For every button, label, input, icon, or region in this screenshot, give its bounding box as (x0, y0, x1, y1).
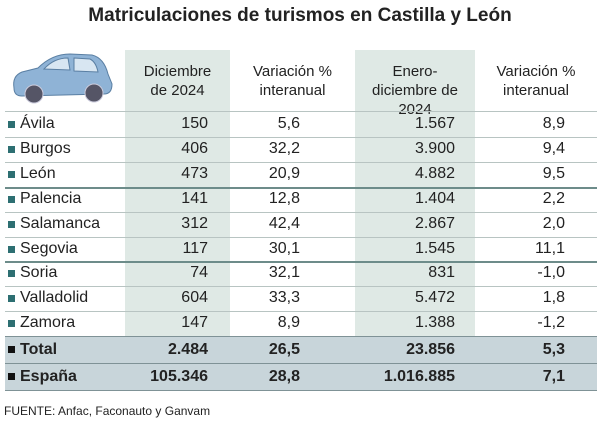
province: Salamanca (20, 214, 101, 232)
rule (5, 211, 597, 213)
value: 147 (181, 314, 208, 332)
value: 9,5 (542, 164, 565, 182)
value: 11,1 (535, 239, 565, 257)
value: 1.567 (414, 115, 455, 132)
bullet (8, 245, 15, 253)
total-value: 26,5 (268, 341, 300, 359)
bullet (8, 170, 15, 178)
value: 1,8 (542, 289, 565, 307)
column-header: Enero-diciembre de 2024 (372, 63, 458, 118)
province: León (20, 164, 56, 182)
value: 117 (182, 239, 208, 257)
total-value: 2.484 (167, 341, 208, 359)
value: 9,4 (542, 139, 565, 157)
bullet (8, 346, 15, 354)
bullet (8, 220, 15, 228)
value: 8,9 (542, 115, 565, 132)
province: Ávila (20, 115, 55, 132)
rule (5, 261, 597, 264)
column-header: Variación % interanual (496, 63, 576, 99)
bullet (8, 270, 15, 278)
bullet (8, 295, 15, 303)
value: 2,0 (542, 214, 565, 232)
value: 831 (428, 264, 455, 282)
value: 312 (181, 214, 208, 232)
total-value: 5,3 (542, 341, 565, 359)
value: 150 (181, 115, 208, 132)
value: 32,1 (268, 264, 300, 282)
bullet (8, 121, 15, 128)
value: 141 (181, 189, 208, 207)
rule (5, 390, 597, 392)
value: 4.882 (414, 164, 455, 182)
value: 2.867 (414, 214, 455, 232)
value: 1.388 (414, 314, 455, 332)
value: 32,2 (268, 139, 300, 157)
value: -1,0 (537, 264, 565, 282)
province: Zamora (20, 314, 76, 332)
total-label: España (20, 368, 77, 386)
title: Matriculaciones de turismos en Castilla … (88, 5, 512, 26)
value: 20,9 (268, 164, 300, 182)
province: Soria (20, 264, 58, 282)
rule (5, 363, 597, 365)
bullet (8, 145, 15, 153)
value: 8,9 (277, 314, 300, 332)
province: Palencia (20, 189, 82, 207)
rule (5, 111, 597, 112)
value: 3.900 (414, 139, 455, 157)
value: 5,6 (277, 115, 300, 132)
province: Burgos (20, 139, 71, 157)
total-row-bg (5, 363, 597, 391)
value: 1.404 (414, 189, 455, 207)
column-shade (125, 50, 230, 336)
value: 473 (181, 164, 208, 182)
rule (5, 186, 597, 189)
bullet (8, 373, 15, 381)
total-value: 28,8 (268, 368, 300, 386)
total-label: Total (20, 341, 58, 359)
value: 1.545 (414, 239, 455, 257)
rule (5, 286, 597, 288)
rule (5, 236, 597, 238)
total-value: 23.856 (406, 341, 455, 359)
car-icon (13, 53, 113, 104)
value: 12,8 (268, 189, 300, 207)
total-value: 105.346 (150, 368, 208, 386)
source: FUENTE: Anfac, Faconauto y Ganvam (4, 404, 211, 418)
column-shade (355, 50, 475, 336)
column-header: Diciembre de 2024 (143, 63, 212, 99)
value: 406 (181, 139, 208, 157)
province: Segovia (20, 239, 78, 257)
value: -1,2 (537, 314, 565, 332)
rule (5, 336, 597, 338)
value: 33,3 (268, 289, 300, 307)
rule (5, 161, 597, 163)
total-value: 1.016.885 (383, 368, 455, 386)
value: 30,1 (268, 239, 300, 257)
value: 604 (181, 289, 208, 307)
rule (5, 136, 597, 138)
value: 5.472 (414, 289, 455, 307)
value: 42,4 (268, 214, 300, 232)
value: 74 (190, 264, 208, 282)
bullet (8, 320, 15, 328)
column-header: Variación % interanual (253, 63, 332, 99)
total-value: 7,1 (542, 368, 565, 386)
value: 2,2 (542, 189, 565, 207)
province: Valladolid (20, 289, 89, 307)
total-row-bg (5, 336, 597, 364)
rule (5, 311, 597, 313)
bullet (8, 195, 15, 203)
